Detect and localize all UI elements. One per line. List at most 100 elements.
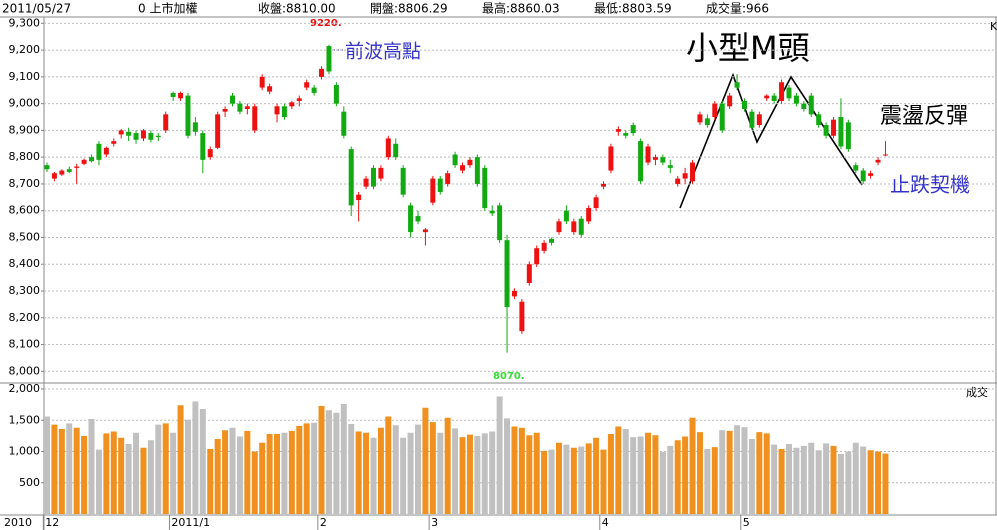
volume-bar xyxy=(778,449,785,514)
candle-body xyxy=(319,68,325,77)
candle-body xyxy=(356,194,362,200)
volume-bar xyxy=(667,445,674,514)
volume-bar xyxy=(274,434,281,514)
volume-bar xyxy=(44,416,50,514)
candle-body xyxy=(311,87,317,93)
candle-body xyxy=(511,291,517,297)
candle-body xyxy=(868,173,874,176)
candle-body xyxy=(534,248,540,265)
volume-bar xyxy=(363,432,370,514)
y-tick-label: 9,100 xyxy=(9,70,41,83)
header-item: 2011/05/27 xyxy=(2,2,71,16)
volume-bar xyxy=(630,437,637,514)
candle-body xyxy=(326,46,332,72)
candle-body xyxy=(400,167,406,195)
candle-body xyxy=(51,173,57,179)
candle-body xyxy=(437,178,443,192)
candle-body xyxy=(178,92,184,99)
volume-bar xyxy=(607,434,614,514)
candle-body xyxy=(608,146,614,171)
candle-body xyxy=(563,210,569,222)
volume-bar xyxy=(852,442,859,514)
volume-bar xyxy=(748,439,755,514)
candle-body xyxy=(875,159,881,163)
volume-bar xyxy=(81,435,88,514)
volume-bar xyxy=(51,424,58,514)
candle-body xyxy=(267,86,273,92)
volume-bar xyxy=(95,449,102,514)
volume-bar xyxy=(830,445,837,514)
volume-bar xyxy=(170,432,177,514)
volume-bar xyxy=(415,424,421,514)
y-tick-label: 8,200 xyxy=(9,311,41,324)
candle-body xyxy=(385,138,391,158)
candle-body xyxy=(230,95,235,104)
candle-body xyxy=(118,130,124,135)
volume-bar xyxy=(407,432,414,514)
candle-body xyxy=(59,170,65,175)
x-tick-label: 3 xyxy=(431,516,438,529)
candle-body xyxy=(304,82,310,88)
volume-bar xyxy=(281,432,288,514)
volume-bar xyxy=(518,427,525,514)
volume-bar xyxy=(288,430,295,514)
candle-body xyxy=(556,221,562,233)
candle-body xyxy=(185,95,191,136)
x-tick-label: 2 xyxy=(320,516,327,529)
candle-body xyxy=(452,154,458,166)
volume-bar xyxy=(645,432,652,514)
candle-body xyxy=(756,114,762,126)
volume-bar xyxy=(845,451,852,514)
volume-bar xyxy=(555,442,562,514)
candle-body xyxy=(74,166,80,168)
candle-body xyxy=(333,84,339,104)
volume-bar xyxy=(823,443,830,514)
y-tick-label: 8,900 xyxy=(9,123,41,136)
header-item: 最高:8860.03 xyxy=(482,1,560,16)
volume-bar xyxy=(118,437,125,514)
low-label: 8070. xyxy=(493,371,525,382)
volume-bar xyxy=(214,439,221,514)
volume-bar xyxy=(103,433,110,514)
candle-body xyxy=(415,216,421,222)
volume-bar xyxy=(837,454,844,514)
candle-body xyxy=(786,87,792,99)
volume-bar xyxy=(266,434,273,514)
volume-bar xyxy=(184,419,191,514)
candle-body xyxy=(252,106,258,131)
y-tick-label: 8,800 xyxy=(9,150,41,163)
candle-body xyxy=(504,240,510,308)
candle-body xyxy=(638,141,644,182)
volume-bar xyxy=(600,449,607,514)
header-item: 收盤:8810.00 xyxy=(258,2,336,16)
candle-body xyxy=(89,157,95,162)
volume-tick-label: 2,000 xyxy=(9,382,41,395)
price-panel-label: K xyxy=(990,20,997,33)
candle-body xyxy=(697,114,703,123)
y-tick-label: 8,700 xyxy=(9,177,41,190)
volume-bar xyxy=(199,409,206,514)
annotation: 小型M頭 xyxy=(686,29,810,67)
y-tick-label: 9,300 xyxy=(9,16,41,29)
x-tick-label: 12 xyxy=(45,516,59,529)
volume-bar xyxy=(548,449,555,514)
volume-bar xyxy=(563,444,570,514)
candle-body xyxy=(489,210,495,214)
candle-body xyxy=(430,178,436,203)
volume-bar xyxy=(110,431,117,514)
volume-bar xyxy=(333,412,340,514)
candle-body xyxy=(163,114,169,131)
candle-body xyxy=(66,169,72,172)
y-tick-label: 8,500 xyxy=(9,230,41,243)
volume-bar xyxy=(251,451,258,514)
candle-body xyxy=(289,102,295,107)
volume-bar xyxy=(711,447,718,514)
y-tick-label: 9,200 xyxy=(9,43,41,56)
annotation: 止跌契機 xyxy=(890,173,970,197)
volume-bar xyxy=(429,422,436,514)
volume-bar xyxy=(140,447,147,514)
candle-body xyxy=(615,129,621,132)
volume-bar xyxy=(466,434,473,514)
candle-body xyxy=(482,167,488,209)
